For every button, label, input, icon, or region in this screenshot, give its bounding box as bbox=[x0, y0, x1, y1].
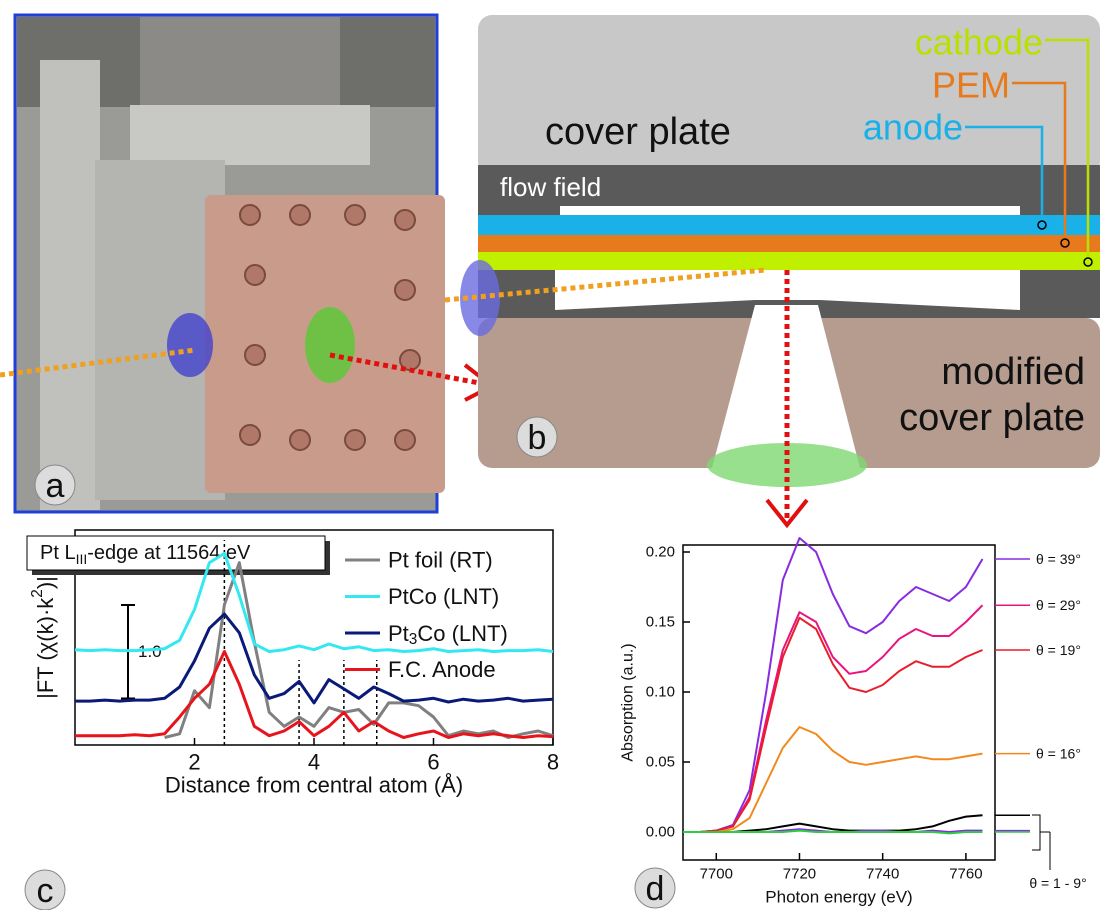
legend-label: Pt3Co (LNT) bbox=[388, 621, 508, 648]
y-axis-label: Absorption (a.u.) bbox=[620, 643, 637, 761]
text-part: III bbox=[76, 551, 88, 567]
x-tick-label: 2 bbox=[188, 750, 200, 775]
group-bracket bbox=[1032, 815, 1040, 850]
flow-field-label: flow field bbox=[500, 172, 601, 202]
cell-diagram: cover plate flow field cathode PEM anode… bbox=[445, 15, 1100, 525]
series-label: θ = 1 - 9° bbox=[1029, 875, 1086, 891]
figure: a cover plate flow field cathode PEM ano… bbox=[0, 0, 1100, 910]
text-part: Co (LNT) bbox=[417, 621, 507, 646]
scale-label: 1.0 bbox=[138, 642, 162, 661]
x-tick-label: 7700 bbox=[700, 866, 733, 883]
modified-cover-plate-label: modified bbox=[941, 351, 1085, 393]
arrow-head bbox=[767, 500, 807, 525]
text-part: 2 bbox=[29, 589, 46, 598]
photo-rail bbox=[40, 60, 100, 510]
series-label: θ = 29° bbox=[1036, 597, 1081, 613]
chart-title: Pt LIII-edge at 11564 eV bbox=[40, 542, 251, 567]
x-tick-label: 7720 bbox=[783, 866, 816, 883]
photo-block bbox=[130, 105, 370, 165]
y-axis-label: |FT (χ(k)·k2)| bbox=[29, 576, 58, 699]
text-part: )| bbox=[33, 576, 58, 589]
modified-cover-plate-label: cover plate bbox=[899, 397, 1085, 439]
y-tick-label: 0.20 bbox=[646, 544, 675, 561]
x-tick-label: 4 bbox=[308, 750, 320, 775]
x-tick-label: 6 bbox=[427, 750, 439, 775]
green-window bbox=[305, 307, 355, 383]
text-part: 3 bbox=[409, 631, 418, 648]
plot-frame bbox=[683, 545, 995, 860]
series-line bbox=[683, 538, 983, 832]
blue-window bbox=[167, 313, 213, 377]
photo-panel: a bbox=[0, 15, 492, 512]
y-tick-label: 0.05 bbox=[646, 754, 675, 771]
series-line bbox=[683, 727, 983, 832]
series-line bbox=[683, 605, 983, 832]
photo-block bbox=[140, 17, 340, 112]
cover-plate-label: cover plate bbox=[545, 111, 731, 153]
cathode-layer bbox=[478, 252, 1100, 270]
legend-label: Pt foil (RT) bbox=[388, 548, 493, 573]
cathode-label: cathode bbox=[915, 22, 1043, 63]
legend-label: F.C. Anode bbox=[388, 657, 496, 682]
panel-label: a bbox=[46, 467, 65, 505]
y-tick-label: 0.00 bbox=[646, 824, 675, 841]
x-tick-label: 7760 bbox=[949, 866, 982, 883]
series-label: θ = 19° bbox=[1036, 642, 1081, 658]
anode-label: anode bbox=[863, 107, 963, 148]
y-tick-label: 0.15 bbox=[646, 614, 675, 631]
text-part: Pt L bbox=[40, 542, 76, 564]
legend-label: PtCo (LNT) bbox=[388, 584, 499, 609]
series-label: θ = 39° bbox=[1036, 551, 1081, 567]
x-tick-label: 7740 bbox=[866, 866, 899, 883]
x-tick-label: 8 bbox=[547, 750, 559, 775]
panel-label: d bbox=[646, 870, 665, 908]
anode-layer bbox=[478, 215, 1100, 235]
pem-layer bbox=[478, 235, 1100, 252]
pem-label: PEM bbox=[932, 65, 1010, 106]
text-part: Pt bbox=[388, 621, 409, 646]
series-line bbox=[683, 618, 983, 832]
x-axis-label: Distance from central atom (Å) bbox=[165, 773, 463, 798]
panel-label: b bbox=[528, 419, 547, 457]
x-axis-label: Photon energy (eV) bbox=[765, 888, 912, 907]
panel-label: c bbox=[37, 872, 54, 910]
series-label: θ = 16° bbox=[1036, 746, 1081, 762]
text-part: |FT (χ(k)·k bbox=[33, 597, 58, 699]
flow-channel bbox=[560, 206, 1020, 216]
y-tick-label: 0.10 bbox=[646, 684, 675, 701]
